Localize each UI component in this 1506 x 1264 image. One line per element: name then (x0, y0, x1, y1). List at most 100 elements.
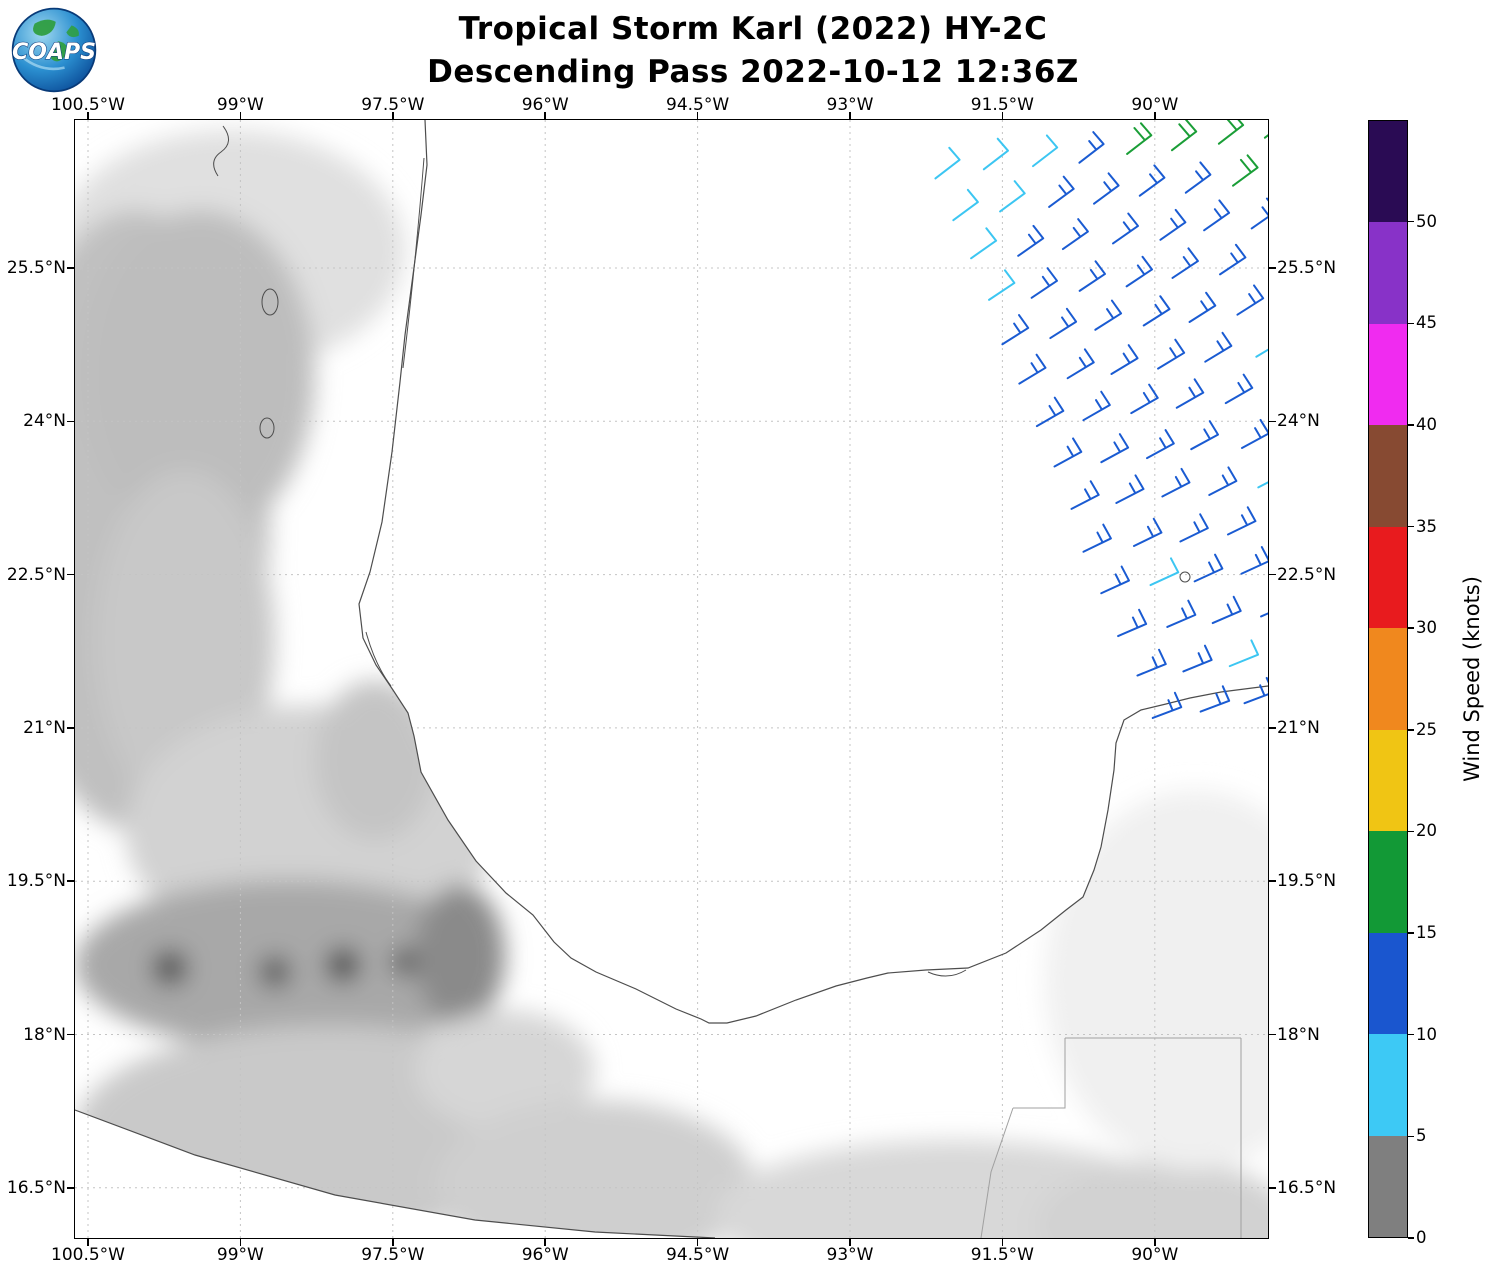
lon-tick-label-bottom: 94.5°W (666, 1245, 730, 1264)
lat-tick-label-right: 16.5°N (1277, 1177, 1337, 1198)
colorbar-tick-mark (1408, 1237, 1414, 1239)
colorbar-tick-mark (1408, 220, 1414, 223)
colorbar-segment-10-15 (1369, 932, 1407, 1035)
lon-tick-label-bottom: 91.5°W (970, 1245, 1034, 1264)
lat-tick-mark-right (1269, 573, 1276, 576)
lon-tick-mark-bottom (239, 1239, 242, 1246)
map-canvas (74, 119, 1268, 1238)
wind-barb (1109, 343, 1139, 375)
wind-barb (1035, 396, 1064, 427)
colorbar-segment-25-30 (1369, 628, 1407, 730)
wind-barb (1125, 121, 1152, 155)
wind-barb (1092, 171, 1120, 205)
lon-tick-label-top: 90°W (1131, 95, 1179, 115)
lat-tick-label-right: 22.5°N (1277, 564, 1337, 585)
wind-barb (1156, 338, 1185, 370)
colorbar-tick-label: 35 (1416, 516, 1437, 536)
colorbar-tick-mark (1408, 424, 1414, 426)
lat-tick-label-left: 18°N (23, 1024, 66, 1045)
lat-tick-mark-right (1269, 727, 1276, 729)
wind-barb (998, 179, 1026, 212)
wind-barb (1171, 246, 1199, 279)
lat-tick-mark-left (67, 420, 74, 423)
lon-tick-label-bottom: 99°W (216, 1245, 264, 1264)
wind-barb (1145, 428, 1175, 459)
lon-tick-mark-top (87, 112, 89, 119)
wind-barb (1178, 512, 1209, 542)
wind-barb (1199, 684, 1230, 713)
wind-barb (1189, 419, 1219, 450)
lon-tick-mark-top (849, 112, 851, 119)
lon-tick-mark-bottom (696, 1239, 699, 1246)
wind-barb (1165, 599, 1196, 628)
wind-barb (1081, 390, 1111, 421)
wind-barb (1243, 676, 1268, 704)
wind-barb (982, 137, 1009, 170)
lon-tick-label-top: 99°W (216, 95, 264, 115)
lon-tick-mark-bottom (849, 1239, 851, 1246)
wind-barb (1142, 294, 1170, 326)
coaps-logo: COAPS (10, 6, 98, 94)
terrain-shading (74, 129, 1268, 1238)
wind-barb (1256, 458, 1268, 488)
wind-barb (1175, 377, 1204, 409)
wind-barb (1235, 283, 1264, 316)
coaps-logo-text: COAPS (12, 40, 96, 65)
colorbar-segment-0-5 (1369, 1135, 1407, 1237)
wind-barb (1111, 211, 1139, 244)
wind-barb (1203, 331, 1232, 363)
colorbar-tick-mark (1408, 1033, 1414, 1036)
colorbar-tick-mark (1408, 729, 1414, 731)
lat-tick-label-left: 22.5°N (6, 564, 66, 585)
wind-barb (1226, 505, 1256, 535)
lat-tick-label-right: 19.5°N (1277, 871, 1337, 892)
wind-barb (1093, 299, 1122, 331)
coastline (74, 119, 1268, 1238)
colorbar-tick-label: 40 (1416, 414, 1437, 434)
lon-tick-mark-bottom (1001, 1239, 1004, 1246)
wind-barb (1207, 465, 1237, 496)
wind-barb (1135, 648, 1167, 677)
lat-tick-mark-right (1269, 267, 1276, 269)
lon-tick-mark-bottom (1154, 1239, 1156, 1246)
lat-tick-label-right: 24°N (1277, 411, 1320, 432)
lat-tick-mark-left (67, 573, 74, 576)
chart-title: Tropical Storm Karl (2022) HY-2C Descend… (0, 8, 1506, 94)
lat-tick-mark-right (1269, 420, 1276, 423)
colorbar-tick-mark (1408, 525, 1414, 528)
lat-tick-label-left: 24°N (23, 411, 66, 432)
gridlines (74, 119, 1268, 1238)
wind-barb (1077, 130, 1105, 164)
colorbar-tick-label: 45 (1416, 313, 1437, 333)
lat-tick-mark-left (67, 727, 74, 729)
wind-barb (1170, 119, 1197, 151)
lon-tick-mark-top (1154, 112, 1156, 119)
lon-tick-mark-top (1001, 112, 1004, 119)
wind-barb (1114, 473, 1144, 504)
lat-tick-label-right: 18°N (1277, 1024, 1320, 1045)
lat-tick-mark-right (1269, 880, 1276, 882)
colorbar-segment-5-10 (1369, 1034, 1407, 1136)
colorbar-tick-label: 10 (1416, 1024, 1437, 1044)
lat-tick-mark-left (67, 1187, 74, 1189)
colorbar-segment-45-50 (1369, 222, 1407, 324)
lon-tick-mark-top (392, 112, 394, 119)
wind-barb (1193, 553, 1223, 582)
lon-tick-mark-bottom (392, 1239, 394, 1246)
wind-barb (1149, 556, 1179, 586)
lon-tick-label-bottom: 97.5°W (361, 1245, 425, 1264)
wind-barb (1250, 196, 1268, 229)
wind-barb (1202, 198, 1230, 231)
colorbar-tick-mark (1408, 830, 1414, 833)
lat-tick-mark-left (67, 880, 74, 882)
title-line-1: Tropical Storm Karl (2022) HY-2C (458, 11, 1048, 47)
lon-tick-label-bottom: 100.5°W (51, 1245, 125, 1264)
colorbar-tick-label: 0 (1416, 1228, 1427, 1247)
lon-tick-label-bottom: 90°W (1131, 1245, 1179, 1264)
colorbar-tick-label: 25 (1416, 719, 1437, 739)
colorbar-label: Wind Speed (knots) (1460, 576, 1484, 782)
wind-barb (1224, 373, 1253, 404)
colorbar (1368, 120, 1408, 1238)
colorbar-segment-20-25 (1369, 729, 1407, 832)
colorbar-tick-mark (1408, 1135, 1414, 1138)
